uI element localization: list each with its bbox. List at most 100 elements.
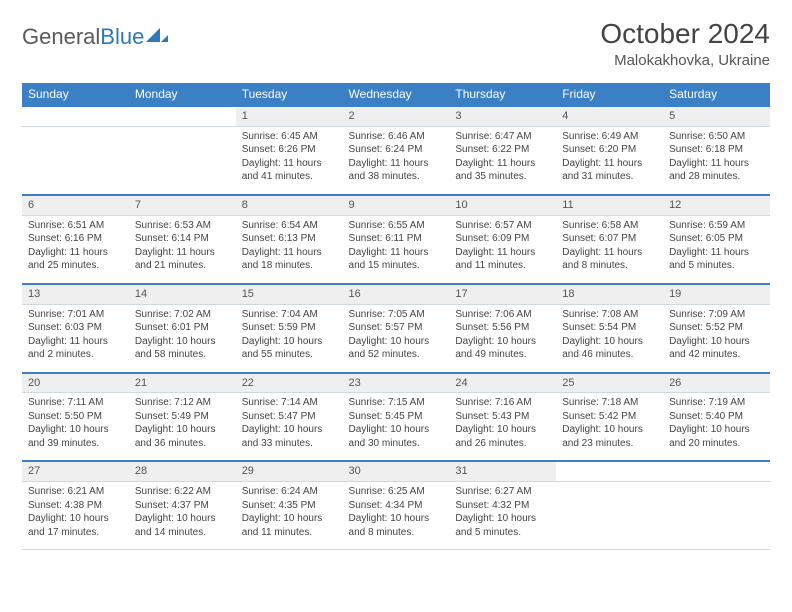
day-number-cell: 27 bbox=[22, 461, 129, 481]
day-number: 3 bbox=[455, 110, 461, 122]
daylight-text: Daylight: 10 hours and 52 minutes. bbox=[349, 335, 444, 362]
sunset-text: Sunset: 6:26 PM bbox=[242, 143, 337, 157]
day-header: Wednesday bbox=[343, 83, 450, 106]
day-number: 23 bbox=[349, 377, 361, 389]
sunset-text: Sunset: 6:24 PM bbox=[349, 143, 444, 157]
daylight-text: Daylight: 11 hours and 25 minutes. bbox=[28, 246, 123, 273]
day-number-cell: 14 bbox=[129, 284, 236, 304]
sunrise-text: Sunrise: 6:45 AM bbox=[242, 130, 337, 144]
sunrise-text: Sunrise: 7:09 AM bbox=[669, 308, 764, 322]
brand-part2: Blue bbox=[100, 24, 144, 50]
day-number: 25 bbox=[562, 377, 574, 389]
day-number: 26 bbox=[669, 377, 681, 389]
day-number-cell: 7 bbox=[129, 195, 236, 215]
daylight-text: Daylight: 11 hours and 28 minutes. bbox=[669, 157, 764, 184]
sunrise-text: Sunrise: 6:27 AM bbox=[455, 485, 550, 499]
day-number: 9 bbox=[349, 199, 355, 211]
week-content-row: Sunrise: 6:45 AMSunset: 6:26 PMDaylight:… bbox=[22, 126, 770, 195]
daylight-text: Daylight: 10 hours and 11 minutes. bbox=[242, 512, 337, 539]
sunset-text: Sunset: 6:14 PM bbox=[135, 232, 230, 246]
daylight-text: Daylight: 10 hours and 14 minutes. bbox=[135, 512, 230, 539]
day-content-cell bbox=[22, 126, 129, 195]
day-header: Sunday bbox=[22, 83, 129, 106]
day-number-cell: 11 bbox=[556, 195, 663, 215]
sunrise-text: Sunrise: 7:16 AM bbox=[455, 396, 550, 410]
day-number-cell: 1 bbox=[236, 106, 343, 126]
day-number-cell: 20 bbox=[22, 373, 129, 393]
sunset-text: Sunset: 5:40 PM bbox=[669, 410, 764, 424]
sunset-text: Sunset: 5:54 PM bbox=[562, 321, 657, 335]
day-header-row: Sunday Monday Tuesday Wednesday Thursday… bbox=[22, 83, 770, 106]
day-content-cell bbox=[663, 482, 770, 550]
day-content-cell: Sunrise: 6:46 AMSunset: 6:24 PMDaylight:… bbox=[343, 126, 450, 195]
day-number-cell bbox=[22, 106, 129, 126]
day-number: 21 bbox=[135, 377, 147, 389]
brand-logo: GeneralBlue bbox=[22, 18, 168, 50]
logo-sail-icon bbox=[146, 24, 168, 50]
day-number-cell: 26 bbox=[663, 373, 770, 393]
sunrise-text: Sunrise: 6:25 AM bbox=[349, 485, 444, 499]
calendar-table: Sunday Monday Tuesday Wednesday Thursday… bbox=[22, 83, 770, 550]
sunset-text: Sunset: 5:47 PM bbox=[242, 410, 337, 424]
sunrise-text: Sunrise: 7:02 AM bbox=[135, 308, 230, 322]
day-content-cell: Sunrise: 6:54 AMSunset: 6:13 PMDaylight:… bbox=[236, 215, 343, 284]
sunset-text: Sunset: 4:35 PM bbox=[242, 499, 337, 513]
day-header: Tuesday bbox=[236, 83, 343, 106]
day-number-cell: 18 bbox=[556, 284, 663, 304]
day-number: 27 bbox=[28, 465, 40, 477]
day-content-cell: Sunrise: 6:49 AMSunset: 6:20 PMDaylight:… bbox=[556, 126, 663, 195]
week-daynum-row: 6789101112 bbox=[22, 195, 770, 215]
sunrise-text: Sunrise: 6:22 AM bbox=[135, 485, 230, 499]
day-number-cell: 30 bbox=[343, 461, 450, 481]
sunset-text: Sunset: 6:16 PM bbox=[28, 232, 123, 246]
day-number-cell: 12 bbox=[663, 195, 770, 215]
day-content-cell: Sunrise: 7:12 AMSunset: 5:49 PMDaylight:… bbox=[129, 393, 236, 462]
day-number-cell bbox=[129, 106, 236, 126]
day-content-cell: Sunrise: 7:14 AMSunset: 5:47 PMDaylight:… bbox=[236, 393, 343, 462]
sunrise-text: Sunrise: 6:49 AM bbox=[562, 130, 657, 144]
daylight-text: Daylight: 10 hours and 36 minutes. bbox=[135, 423, 230, 450]
location-label: Malokakhovka, Ukraine bbox=[600, 52, 770, 69]
sunrise-text: Sunrise: 7:01 AM bbox=[28, 308, 123, 322]
day-content-cell: Sunrise: 6:58 AMSunset: 6:07 PMDaylight:… bbox=[556, 215, 663, 284]
daylight-text: Daylight: 10 hours and 33 minutes. bbox=[242, 423, 337, 450]
week-content-row: Sunrise: 7:11 AMSunset: 5:50 PMDaylight:… bbox=[22, 393, 770, 462]
day-content-cell: Sunrise: 6:51 AMSunset: 6:16 PMDaylight:… bbox=[22, 215, 129, 284]
week-daynum-row: 12345 bbox=[22, 106, 770, 126]
day-content-cell: Sunrise: 7:16 AMSunset: 5:43 PMDaylight:… bbox=[449, 393, 556, 462]
day-content-cell: Sunrise: 6:47 AMSunset: 6:22 PMDaylight:… bbox=[449, 126, 556, 195]
day-content-cell: Sunrise: 6:25 AMSunset: 4:34 PMDaylight:… bbox=[343, 482, 450, 550]
sunset-text: Sunset: 6:09 PM bbox=[455, 232, 550, 246]
sunrise-text: Sunrise: 6:55 AM bbox=[349, 219, 444, 233]
day-content-cell: Sunrise: 6:53 AMSunset: 6:14 PMDaylight:… bbox=[129, 215, 236, 284]
sunrise-text: Sunrise: 7:08 AM bbox=[562, 308, 657, 322]
sunset-text: Sunset: 5:43 PM bbox=[455, 410, 550, 424]
day-content-cell: Sunrise: 6:59 AMSunset: 6:05 PMDaylight:… bbox=[663, 215, 770, 284]
day-number-cell: 13 bbox=[22, 284, 129, 304]
sunrise-text: Sunrise: 7:06 AM bbox=[455, 308, 550, 322]
daylight-text: Daylight: 10 hours and 20 minutes. bbox=[669, 423, 764, 450]
daylight-text: Daylight: 11 hours and 21 minutes. bbox=[135, 246, 230, 273]
daylight-text: Daylight: 11 hours and 41 minutes. bbox=[242, 157, 337, 184]
week-daynum-row: 20212223242526 bbox=[22, 373, 770, 393]
day-number-cell: 22 bbox=[236, 373, 343, 393]
sunset-text: Sunset: 5:42 PM bbox=[562, 410, 657, 424]
day-number-cell: 21 bbox=[129, 373, 236, 393]
sunrise-text: Sunrise: 6:50 AM bbox=[669, 130, 764, 144]
day-content-cell: Sunrise: 7:05 AMSunset: 5:57 PMDaylight:… bbox=[343, 304, 450, 373]
daylight-text: Daylight: 11 hours and 35 minutes. bbox=[455, 157, 550, 184]
day-content-cell: Sunrise: 6:24 AMSunset: 4:35 PMDaylight:… bbox=[236, 482, 343, 550]
day-number-cell: 10 bbox=[449, 195, 556, 215]
day-content-cell: Sunrise: 6:21 AMSunset: 4:38 PMDaylight:… bbox=[22, 482, 129, 550]
sunrise-text: Sunrise: 6:53 AM bbox=[135, 219, 230, 233]
day-number-cell: 25 bbox=[556, 373, 663, 393]
sunset-text: Sunset: 6:13 PM bbox=[242, 232, 337, 246]
sunrise-text: Sunrise: 6:59 AM bbox=[669, 219, 764, 233]
month-title: October 2024 bbox=[600, 18, 770, 50]
day-content-cell: Sunrise: 7:01 AMSunset: 6:03 PMDaylight:… bbox=[22, 304, 129, 373]
day-number-cell bbox=[663, 461, 770, 481]
daylight-text: Daylight: 10 hours and 17 minutes. bbox=[28, 512, 123, 539]
sunset-text: Sunset: 6:03 PM bbox=[28, 321, 123, 335]
sunset-text: Sunset: 4:32 PM bbox=[455, 499, 550, 513]
sunset-text: Sunset: 5:57 PM bbox=[349, 321, 444, 335]
